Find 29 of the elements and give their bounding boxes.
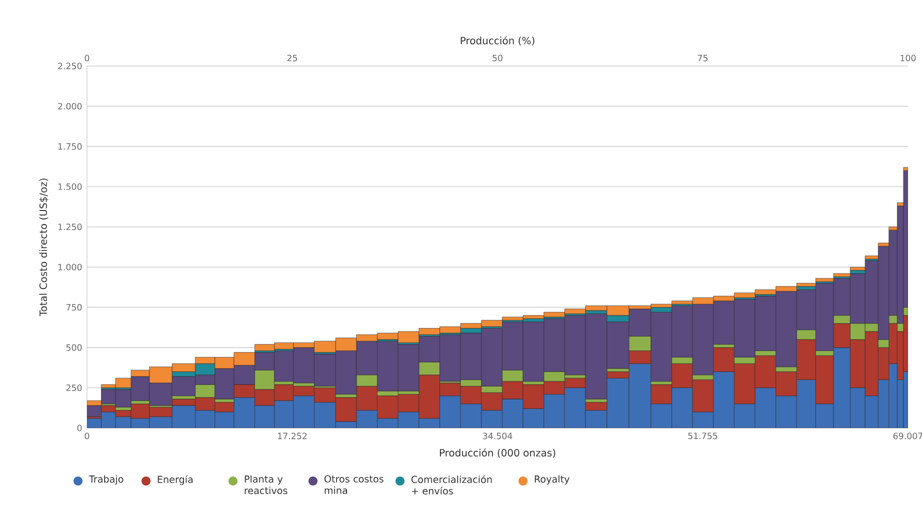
x-axis-title: Producción (000 onzas) (440, 448, 556, 458)
y-tick-label: 2.000 (58, 102, 82, 110)
y-axis-title: Total Costo directo (US$/oz) (39, 178, 48, 316)
y-tick-label: 1.250 (58, 224, 82, 230)
legend-label: Otros costos mina (324, 475, 384, 494)
x-tick-label: 34.504 (483, 432, 512, 440)
legend-label: Trabajo (88, 475, 124, 485)
legend-label: Planta y reactivos (244, 475, 288, 494)
legend-label: Royalty (534, 475, 570, 485)
legend-label: Comercialización + envíos (411, 475, 492, 495)
y-tick-label: 2.250 (58, 62, 82, 70)
x2-tick-label: 50 (492, 54, 502, 62)
x2-tick-label: 75 (698, 54, 708, 62)
x2-tick-label: 100 (900, 54, 916, 62)
y-tick-label: 0 (77, 424, 82, 432)
y-tick-label: 750 (66, 304, 82, 311)
x-tick-label: 17.252 (278, 432, 307, 440)
y-tick-label: 1.500 (58, 183, 82, 190)
x2-tick-label: 0 (84, 54, 90, 62)
y-tick-label: 1.000 (58, 264, 82, 270)
x2-axis-title: Producción (%) (460, 36, 534, 46)
y-tick-label: 1.750 (58, 143, 82, 150)
x-tick-label: 51.755 (688, 432, 718, 440)
y-tick-label: 250 (66, 384, 82, 392)
legend-label: Energía (158, 475, 193, 485)
x-tick-label: 69.007 (893, 432, 922, 440)
y-tick-label: 500 (66, 344, 82, 351)
x2-tick-label: 25 (287, 54, 297, 62)
x-tick-label: 0 (84, 432, 90, 440)
